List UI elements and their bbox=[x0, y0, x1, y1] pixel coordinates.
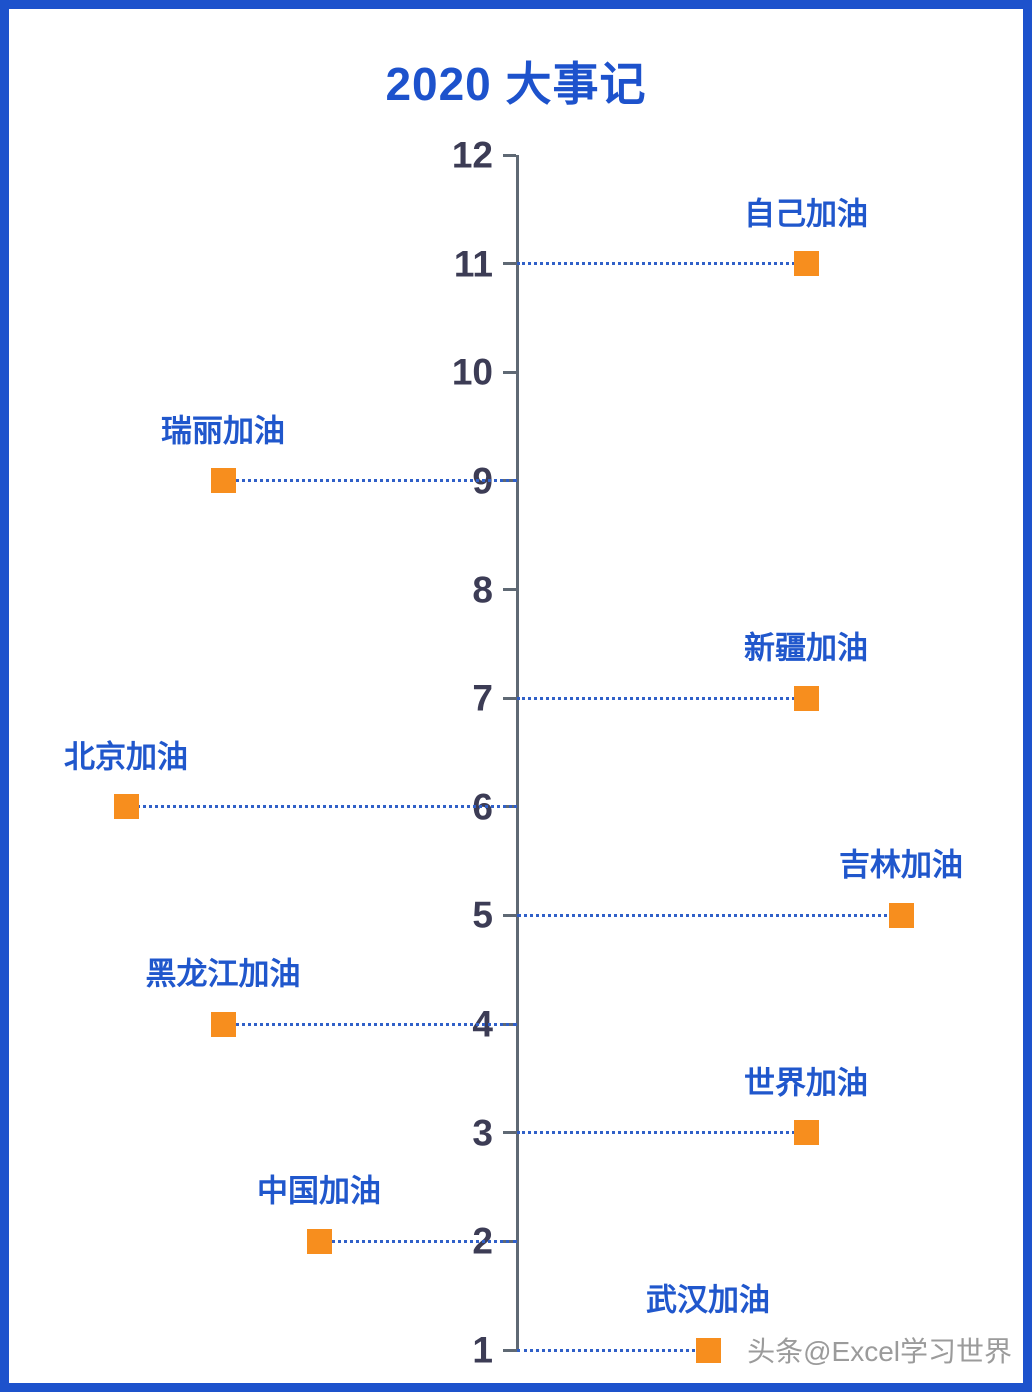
timeline-connector bbox=[223, 479, 517, 483]
axis-tick bbox=[503, 913, 516, 917]
timeline-marker bbox=[793, 251, 819, 277]
axis-tick bbox=[503, 588, 516, 592]
timeline-connector bbox=[517, 913, 901, 917]
event-label: 新疆加油 bbox=[744, 630, 868, 666]
timeline-connector bbox=[517, 696, 806, 700]
event-label: 北京加油 bbox=[64, 739, 188, 775]
chart-title: 2020 大事记 bbox=[385, 58, 647, 110]
event-label: 世界加油 bbox=[744, 1065, 868, 1101]
timeline-connector bbox=[517, 262, 806, 266]
event-label: 自己加油 bbox=[744, 196, 868, 232]
event-label: 吉林加油 bbox=[839, 847, 963, 883]
timeline-marker bbox=[793, 685, 819, 711]
axis-tick-label: 10 bbox=[451, 351, 493, 393]
event-label: 黑龙江加油 bbox=[145, 956, 301, 992]
timeline-connector bbox=[517, 1348, 708, 1352]
timeline-connector bbox=[223, 1022, 517, 1026]
timeline-marker bbox=[888, 902, 914, 928]
timeline-marker bbox=[210, 468, 236, 494]
axis-tick-label: 1 bbox=[472, 1329, 493, 1371]
axis-tick-label: 8 bbox=[472, 569, 493, 611]
axis-tick-label: 12 bbox=[451, 134, 493, 176]
timeline-marker bbox=[695, 1337, 721, 1363]
timeline-connector bbox=[126, 805, 517, 809]
axis-tick-label: 3 bbox=[472, 1112, 493, 1154]
axis-tick bbox=[503, 153, 516, 157]
axis-tick-label: 5 bbox=[472, 894, 493, 936]
event-label: 中国加油 bbox=[257, 1173, 381, 1209]
event-label: 武汉加油 bbox=[646, 1282, 770, 1318]
event-label: 瑞丽加油 bbox=[161, 413, 285, 449]
axis-tick bbox=[503, 1131, 516, 1135]
axis-tick bbox=[503, 262, 516, 266]
axis-tick bbox=[503, 1348, 516, 1352]
timeline-marker bbox=[113, 794, 139, 820]
watermark: 头条@Excel学习世界 bbox=[747, 1336, 1012, 1367]
y-axis-line bbox=[516, 155, 519, 1352]
timeline-connector bbox=[517, 1131, 806, 1135]
axis-tick bbox=[503, 370, 516, 374]
timeline-marker bbox=[210, 1011, 236, 1037]
axis-tick-label: 7 bbox=[472, 677, 493, 719]
timeline-marker bbox=[306, 1228, 332, 1254]
axis-tick bbox=[503, 696, 516, 700]
timeline-marker bbox=[793, 1120, 819, 1146]
timeline-connector bbox=[319, 1239, 517, 1243]
axis-tick-label: 11 bbox=[453, 243, 493, 285]
